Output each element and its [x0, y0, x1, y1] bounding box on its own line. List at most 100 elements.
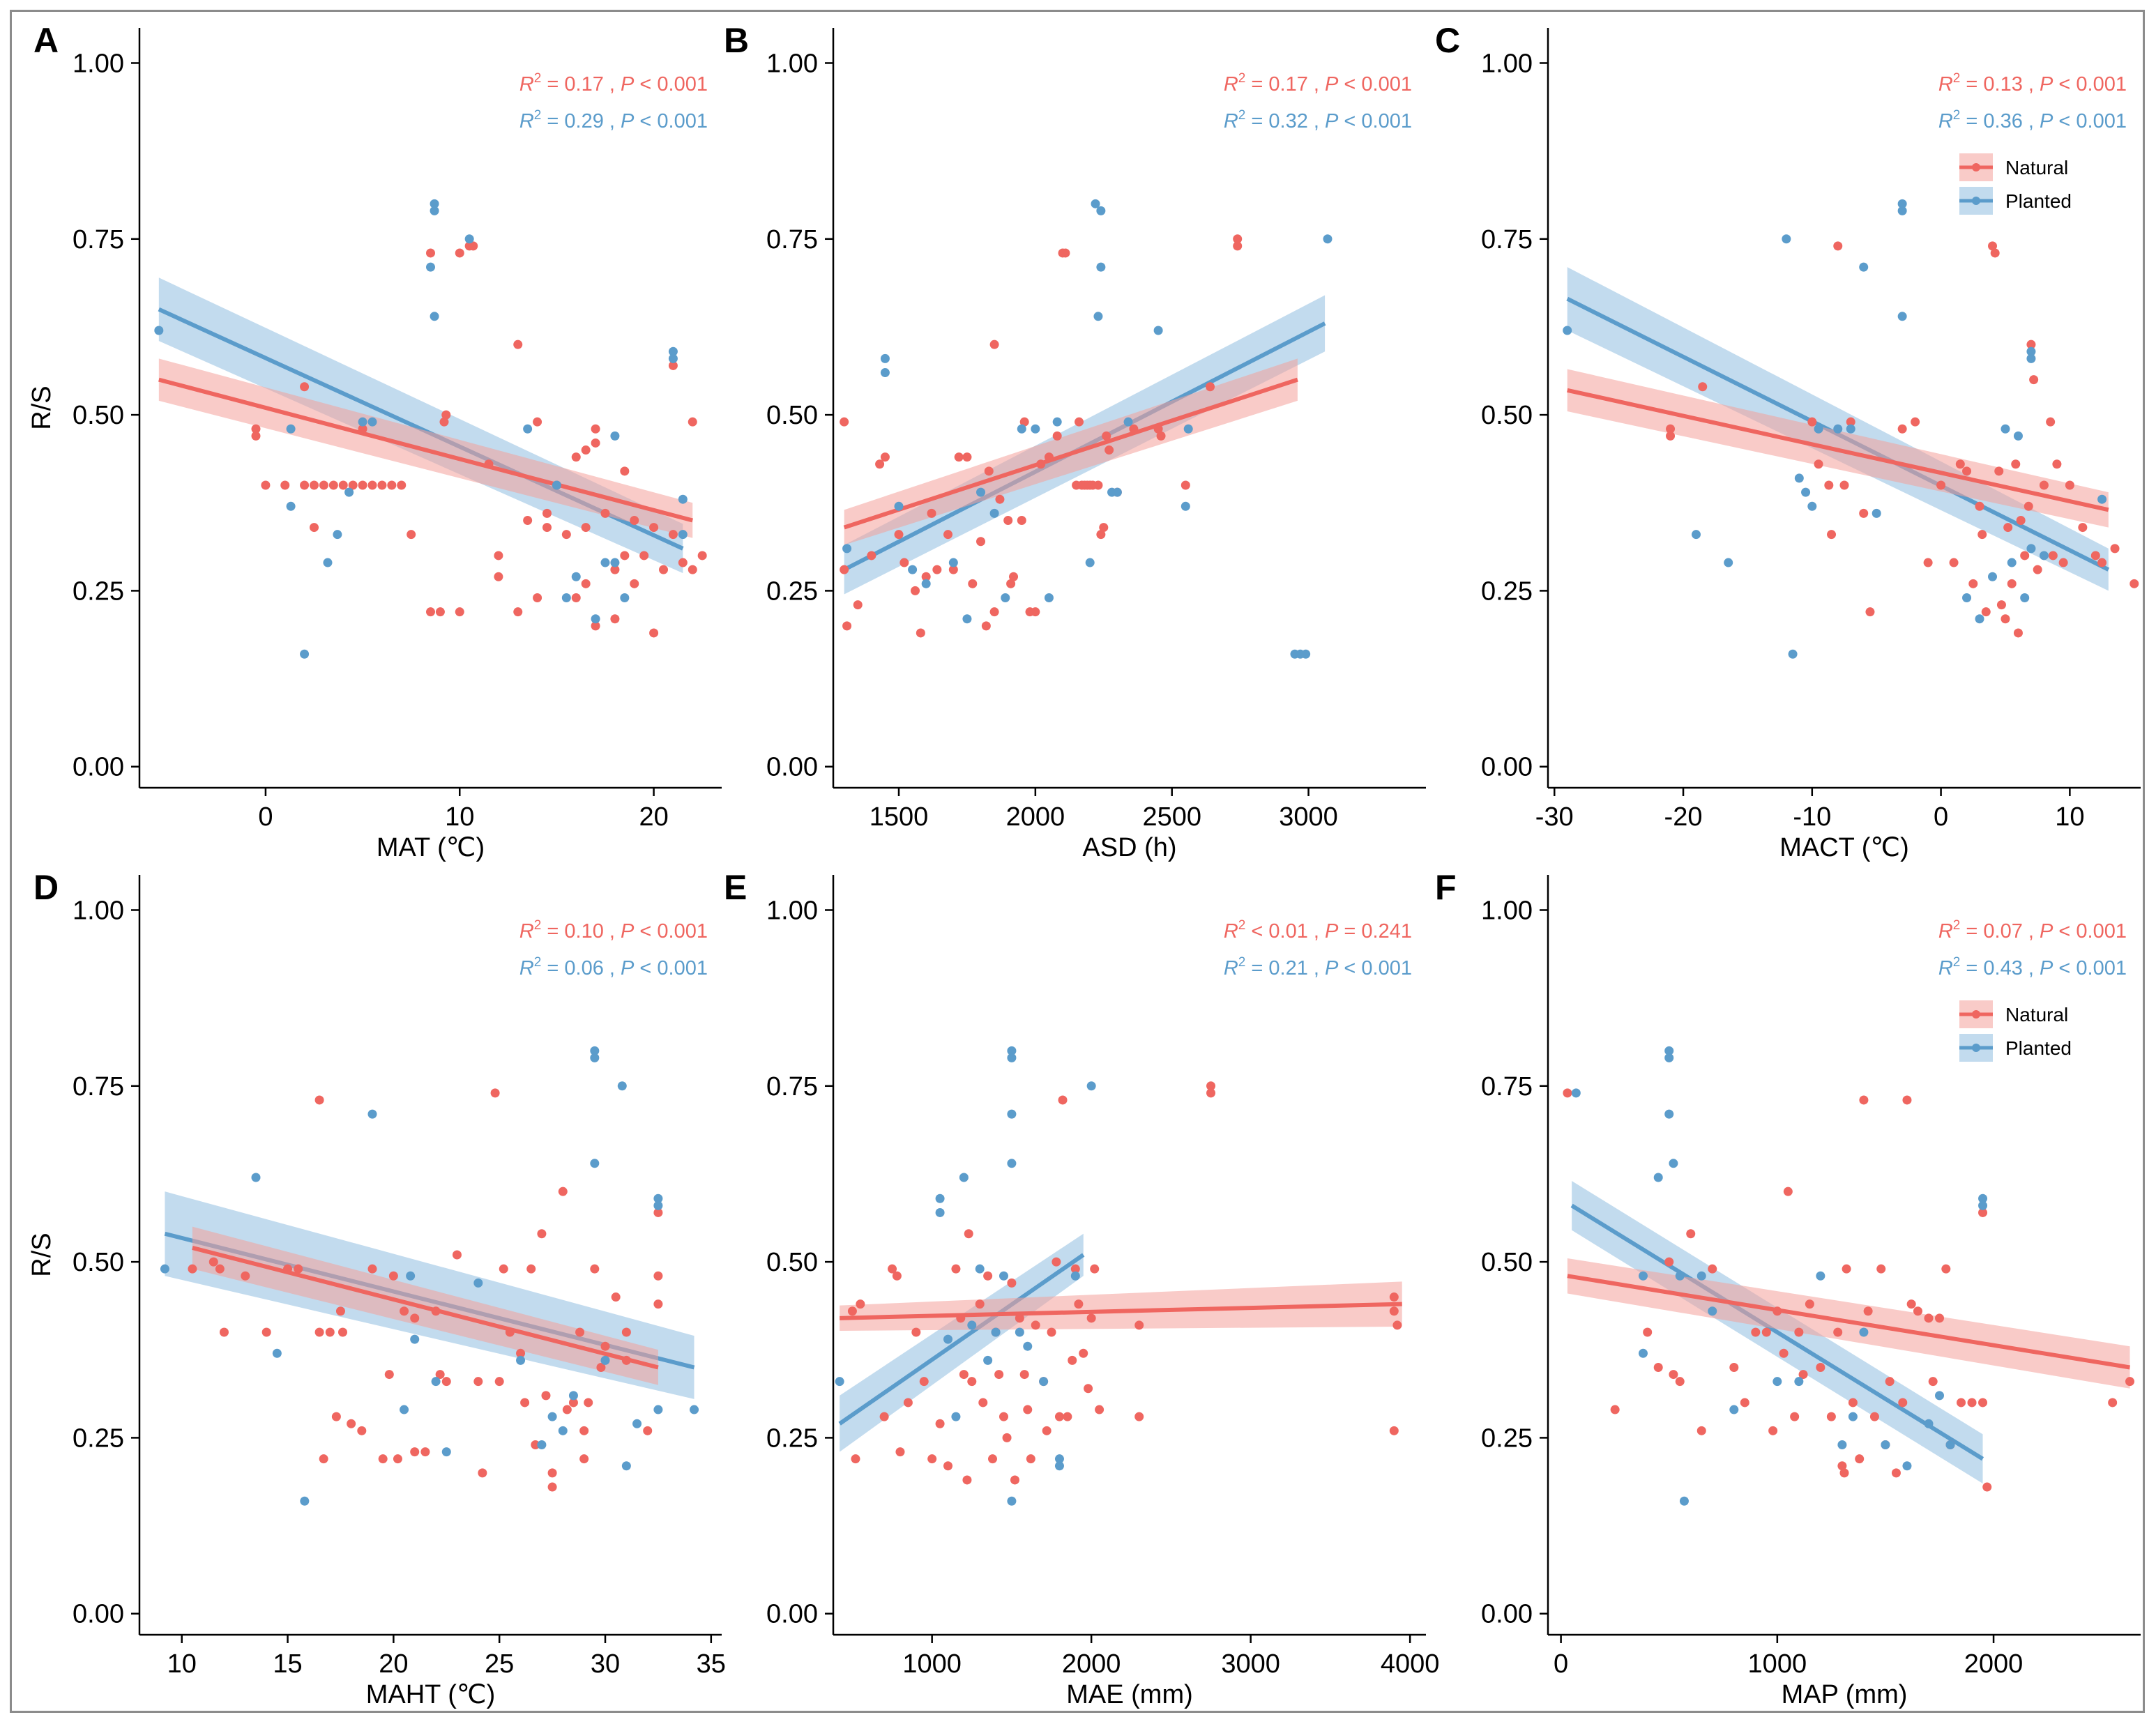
planted-point [1638, 1348, 1648, 1358]
natural-stat-label-part: R [1224, 73, 1238, 96]
planted-point [991, 1327, 1001, 1337]
natural-point [1206, 1088, 1216, 1098]
x-axis-title: MAT (℃) [377, 833, 485, 862]
planted-point [590, 1053, 600, 1062]
natural-point [1698, 382, 1708, 392]
planted-point [406, 1271, 416, 1281]
natural-point [325, 1327, 335, 1337]
x-tick-label: 3000 [1221, 1649, 1280, 1679]
natural-point [653, 1299, 663, 1309]
natural-point [639, 551, 649, 560]
natural-point [1751, 1327, 1761, 1337]
x-tick-label: 35 [697, 1649, 726, 1679]
natural-point [959, 1370, 969, 1380]
y-tick-label: 1.00 [73, 49, 124, 78]
planted-point [1007, 1109, 1017, 1119]
natural-fit-line [840, 1302, 1402, 1320]
natural-point [1891, 1468, 1901, 1478]
natural-point [620, 466, 630, 476]
y-tick-label: 0.00 [1481, 1600, 1533, 1629]
natural-point [1975, 501, 1984, 511]
natural-point [2108, 1398, 2118, 1408]
planted-point [1978, 1193, 1988, 1203]
natural-point [575, 1327, 585, 1337]
planted-point [943, 1334, 953, 1344]
planted-stat-label-part: < 0.001 [634, 957, 708, 979]
natural-point [1019, 417, 1029, 427]
planted-point [1859, 262, 1869, 272]
natural-point [1063, 1412, 1072, 1421]
planted-point [1814, 424, 1823, 434]
planted-point [1902, 1461, 1912, 1471]
planted-stat-label-part: = 0.32 , [1245, 110, 1325, 132]
planted-point [473, 1278, 483, 1288]
natural-point [853, 600, 863, 610]
planted-point [430, 312, 439, 321]
y-tick-label: 0.50 [1481, 1248, 1533, 1277]
planted-point [1801, 487, 1811, 497]
natural-point [1855, 1454, 1865, 1464]
natural-point [452, 1250, 462, 1260]
planted-point [1978, 1200, 1988, 1210]
natural-point [1957, 1398, 1966, 1408]
natural-stat-label: R2 = 0.07 , P < 0.001 [1938, 918, 2127, 943]
planted-point [1031, 424, 1040, 434]
natural-point [1102, 431, 1111, 441]
planted-point [1023, 1341, 1033, 1351]
natural-stat-label-part: P [1325, 920, 1339, 943]
natural-point [1058, 1095, 1068, 1105]
natural-point [1996, 600, 2006, 610]
natural-point [310, 480, 319, 490]
natural-point [1052, 431, 1062, 441]
natural-point [1669, 1370, 1678, 1380]
natural-stat-label: R2 = 0.17 , P < 0.001 [519, 71, 708, 96]
natural-point [1093, 480, 1103, 490]
natural-point [954, 452, 964, 462]
natural-point [410, 1313, 420, 1323]
natural-point [561, 530, 571, 540]
planted-point [547, 1412, 557, 1421]
planted-point [1039, 1377, 1049, 1387]
planted-stat-label-part: < 0.001 [2053, 110, 2127, 132]
planted-point [842, 544, 852, 554]
planted-point [154, 326, 164, 335]
natural-point [688, 565, 697, 574]
natural-point [1783, 1187, 1793, 1196]
natural-stat-label: R2 = 0.13 , P < 0.001 [1938, 71, 2127, 96]
planted-stat-label-part: 2 [534, 108, 542, 123]
natural-stat-label-part: R [1938, 920, 1953, 943]
natural-stat-label-part: R [1938, 73, 1953, 96]
planted-stat-label-part: = 0.43 , [1960, 957, 2040, 979]
natural-point [494, 551, 503, 560]
natural-point [541, 1391, 551, 1401]
natural-stat-label-part: < 0.001 [634, 920, 708, 943]
planted-point [951, 1412, 961, 1421]
planted-stat-label-part: = 0.36 , [1960, 110, 2040, 132]
natural-point [513, 340, 523, 349]
planted-point [552, 480, 561, 490]
planted-point [653, 1200, 663, 1210]
planted-point [344, 487, 354, 497]
natural-point [358, 424, 367, 434]
natural-point [1233, 234, 1243, 244]
natural-point [2029, 375, 2039, 385]
planted-stat-label-part: P [2040, 957, 2053, 979]
planted-stat-label: R2 = 0.43 , P < 0.001 [1938, 955, 2127, 979]
planted-point [976, 487, 986, 497]
planted-point [367, 417, 377, 427]
planted-point [2001, 424, 2010, 434]
natural-point [2058, 558, 2068, 567]
planted-point [1782, 234, 1791, 244]
planted-point [1696, 1271, 1706, 1281]
planted-point [1833, 424, 1843, 434]
natural-point [968, 579, 978, 588]
planted-point [1675, 1271, 1685, 1281]
planted-point [441, 1447, 451, 1457]
natural-point [2016, 515, 2026, 525]
planted-point [272, 1348, 282, 1358]
natural-stat-label-part: < 0.001 [2053, 920, 2127, 943]
planted-point [2013, 431, 2023, 441]
planted-point [1664, 1046, 1674, 1055]
y-tick-label: 0.00 [1481, 753, 1533, 782]
natural-point [2001, 614, 2010, 624]
